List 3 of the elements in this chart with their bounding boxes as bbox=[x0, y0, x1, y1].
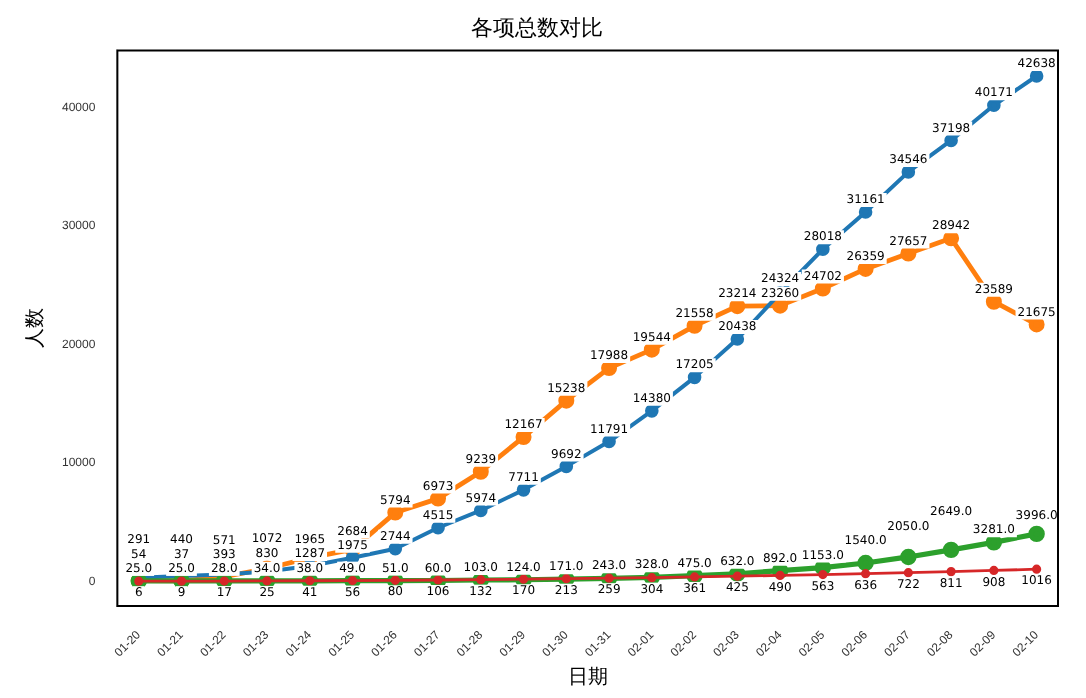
x-axis-title: 日期 bbox=[567, 665, 608, 690]
chart-title: 各项总数对比 bbox=[471, 14, 603, 41]
y-axis-title: 人数 bbox=[25, 308, 48, 349]
